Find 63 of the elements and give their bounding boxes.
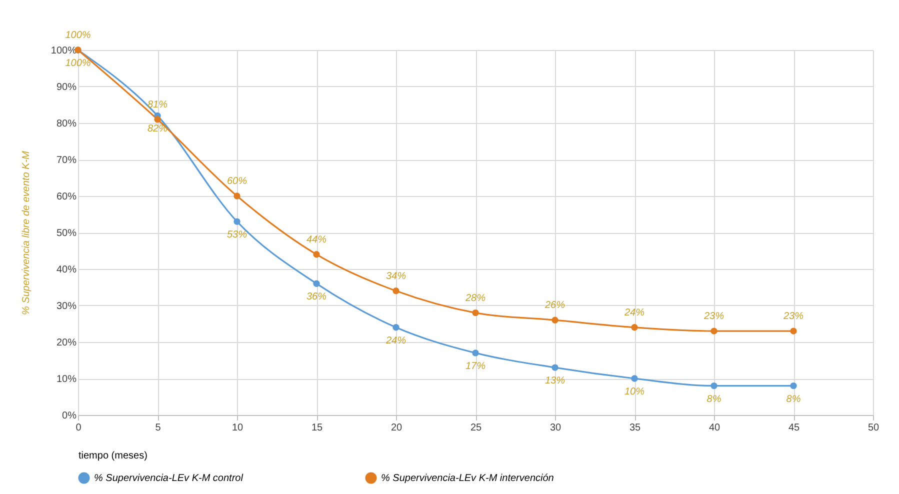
y-axis-title: % Supervivencia libre de evento K-M — [20, 150, 32, 315]
data-label: 44% — [306, 234, 327, 246]
point — [790, 328, 797, 334]
x-tick-label: 25 — [470, 422, 482, 434]
data-label: 24% — [623, 307, 645, 318]
point — [552, 316, 558, 324]
y-tick-label: 40% — [56, 264, 77, 276]
y-tick-label: 20% — [56, 338, 77, 348]
y-tick-label: 70% — [56, 155, 77, 166]
point — [631, 375, 638, 382]
data-label: 53% — [226, 230, 248, 241]
data-label: 23% — [782, 311, 804, 322]
y-tick-label: 30% — [56, 301, 77, 312]
point — [472, 309, 479, 316]
legend-label: % Supervivencia-LEv K-M control — [94, 473, 244, 484]
point — [552, 364, 558, 371]
data-label: 82% — [147, 124, 168, 135]
data-label: 100% — [65, 58, 91, 69]
x-tick-label: 20 — [390, 422, 402, 434]
data-label: 13% — [544, 376, 566, 387]
data-label: 36% — [306, 292, 327, 303]
point — [710, 382, 718, 390]
x-tick-label: 15 — [311, 422, 323, 434]
y-tick-label: 90% — [56, 82, 77, 93]
x-tick-label: 30 — [550, 422, 562, 434]
x-axis-title: tiempo (meses) — [78, 450, 148, 462]
point — [631, 324, 638, 331]
x-tick-label: 50 — [868, 422, 880, 434]
y-tick-label: 50% — [56, 228, 77, 239]
data-label: 24% — [384, 335, 406, 346]
data-label: 81% — [147, 99, 168, 110]
point — [392, 288, 400, 294]
y-tick-label: 0% — [62, 410, 77, 422]
x-tick-label: 35 — [629, 422, 641, 434]
data-label: 10% — [624, 386, 645, 398]
y-tick-label: 80% — [56, 118, 77, 130]
point — [234, 218, 240, 225]
data-label: 8% — [786, 394, 801, 405]
point — [154, 116, 161, 123]
x-tick-label: 45 — [788, 422, 800, 434]
x-tick-label: 40 — [708, 422, 720, 434]
x-tick-label: 5 — [155, 422, 162, 434]
data-label: 34% — [386, 270, 406, 282]
legend-label: % Supervivencia-LEv K-M intervención — [381, 473, 554, 484]
y-tick-label: 10% — [56, 374, 77, 385]
data-label: 23% — [702, 311, 724, 322]
x-tick-label: 0 — [76, 422, 82, 434]
y-tick-label: 100% — [50, 46, 77, 56]
x-tick-label: 10 — [232, 422, 244, 434]
y-tick-label: 60% — [56, 192, 77, 202]
data-label: 100% — [65, 30, 91, 41]
point — [710, 328, 718, 334]
point — [313, 280, 320, 287]
point — [472, 350, 479, 356]
data-label: 17% — [465, 360, 486, 372]
data-label: 60% — [226, 176, 248, 187]
point — [392, 324, 400, 331]
data-label: 26% — [544, 300, 566, 312]
data-label: 8% — [706, 394, 722, 405]
point — [234, 192, 240, 200]
data-label: 28% — [464, 292, 486, 304]
point — [313, 251, 320, 258]
point — [790, 382, 797, 390]
